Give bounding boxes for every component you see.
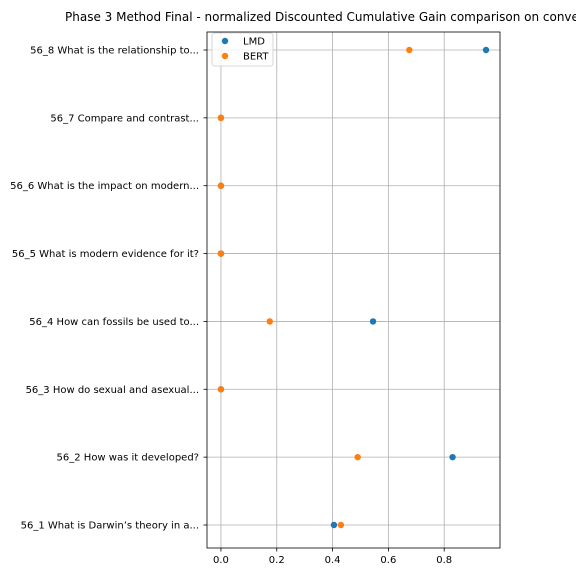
data-point-bert — [354, 453, 361, 461]
x-tick-label: 0.0 — [213, 555, 229, 566]
legend-label-lmd: LMD — [243, 37, 265, 48]
data-point-lmd — [330, 521, 338, 529]
y-tick-label: 56_4 How can fossils be used to... — [29, 317, 199, 328]
data-point-bert — [217, 386, 225, 393]
legend-marker-bert — [221, 52, 229, 60]
y-tick-label: 56_1 What is Darwin’s theory in a... — [21, 521, 199, 532]
y-tick-label: 56_3 How do sexual and asexual... — [26, 385, 199, 396]
x-tick-label: 0.6 — [380, 555, 396, 566]
legend: LMD BERT — [211, 32, 274, 67]
data-point-bert — [266, 318, 273, 325]
grid-lines — [207, 32, 500, 548]
y-tick-label: 56_5 What is modern evidence for it? — [12, 249, 199, 260]
data-point-lmd — [482, 46, 490, 54]
data-point-bert — [406, 46, 413, 54]
legend-marker-lmd — [221, 37, 229, 45]
data-point-bert — [217, 250, 225, 257]
x-tick-label: 0.2 — [269, 555, 285, 566]
y-tick-label: 56_6 What is the impact on modern... — [10, 181, 199, 192]
x-tick-label: 0.4 — [325, 555, 341, 566]
data-point-lmd — [449, 453, 456, 461]
chart-title: Phase 3 Method Final - normalized Discou… — [65, 10, 576, 24]
legend-label-bert: BERT — [243, 52, 269, 63]
y-tick-label: 56_2 How was it developed? — [57, 453, 199, 464]
y-tick-label: 56_8 What is the relationship to... — [30, 46, 199, 57]
data-point-bert — [217, 114, 225, 122]
data-point-lmd — [369, 318, 377, 325]
x-tick-label: 0.8 — [436, 555, 452, 566]
data-point-bert — [217, 182, 225, 189]
data-points — [217, 46, 490, 529]
x-axis: 0.0 0.2 0.4 0.6 0.8 — [213, 548, 452, 566]
plot-area — [206, 31, 501, 549]
y-tick-label: 56_7 Compare and contrast... — [50, 113, 199, 124]
y-axis: 56_1 What is Darwin’s theory in a... 56_2… — [10, 46, 207, 532]
data-point-bert — [337, 521, 345, 529]
